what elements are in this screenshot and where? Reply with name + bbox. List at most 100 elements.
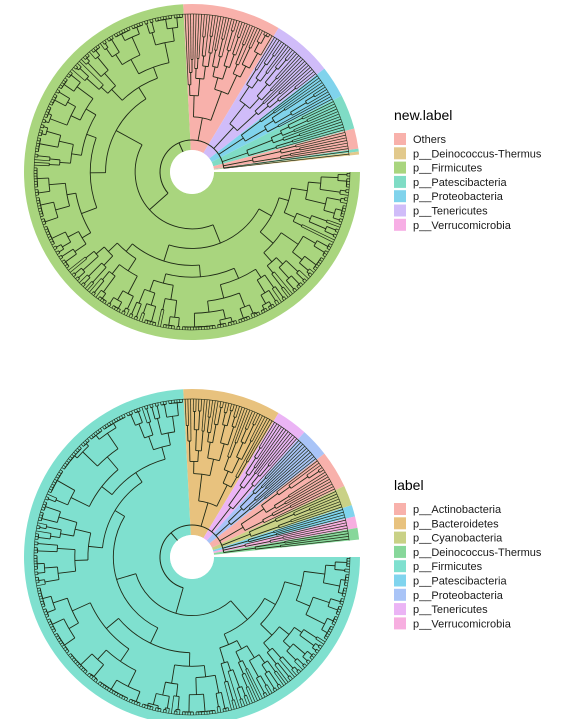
tree-arc bbox=[231, 699, 235, 701]
tree-branch bbox=[313, 245, 325, 253]
tree-tip bbox=[262, 61, 305, 103]
tree-tip bbox=[221, 18, 232, 57]
tree-branch bbox=[255, 541, 285, 548]
tree-tip bbox=[225, 323, 227, 327]
tree-arc bbox=[325, 219, 328, 223]
tree-tip bbox=[314, 266, 318, 269]
tree-tip bbox=[160, 708, 162, 712]
tree-branch bbox=[203, 694, 206, 712]
tree-arc bbox=[65, 98, 71, 107]
tree-root bbox=[178, 142, 184, 153]
tree-tip bbox=[128, 411, 131, 415]
tree-tip bbox=[71, 454, 75, 457]
tree-tip bbox=[75, 64, 78, 68]
tree-tip bbox=[256, 425, 280, 459]
tree-branch bbox=[163, 244, 170, 262]
tree-tip bbox=[329, 243, 333, 246]
tree-tip bbox=[203, 399, 208, 432]
tree-branch bbox=[266, 92, 280, 105]
tree-arc bbox=[234, 441, 238, 444]
tree-branch bbox=[285, 280, 295, 290]
tree-tip bbox=[97, 429, 101, 433]
tree-branch bbox=[86, 57, 90, 62]
tree-branch bbox=[268, 290, 276, 301]
tree-branch bbox=[227, 661, 231, 671]
tree-tip bbox=[339, 603, 343, 605]
tree-branch bbox=[296, 272, 304, 280]
tree-branch bbox=[121, 33, 126, 41]
tree-tip bbox=[196, 14, 200, 59]
legend-title: label bbox=[394, 477, 424, 493]
tree-tip bbox=[251, 416, 266, 442]
tree-tip bbox=[154, 18, 157, 22]
tree-branch bbox=[212, 424, 217, 443]
tree-branch bbox=[261, 493, 278, 506]
tree-branch bbox=[193, 95, 195, 117]
tree-branch bbox=[135, 472, 143, 483]
tree-tip bbox=[160, 309, 165, 327]
tree-arc bbox=[241, 672, 246, 676]
tree-branch bbox=[279, 87, 296, 102]
tree-branch bbox=[45, 121, 49, 124]
tree-tip bbox=[89, 674, 92, 678]
tree-arc bbox=[212, 65, 218, 68]
tree-tip bbox=[313, 268, 316, 271]
tree-branch bbox=[230, 508, 251, 525]
tree-tip bbox=[255, 431, 289, 474]
tree-branch bbox=[272, 506, 291, 517]
tree-tip bbox=[55, 635, 59, 638]
legend-label-p-firmicutes: p__Firmicutes bbox=[413, 163, 483, 175]
tree-tip bbox=[306, 661, 309, 665]
tree-branch bbox=[236, 112, 257, 131]
tree-tip bbox=[250, 29, 261, 49]
tree-branch bbox=[110, 679, 118, 690]
tree-branch bbox=[219, 284, 225, 299]
tree-branch bbox=[296, 599, 310, 607]
tree-tip bbox=[263, 488, 335, 523]
tree-tip bbox=[64, 648, 68, 652]
tree-tip bbox=[36, 199, 40, 202]
tree-tip bbox=[284, 49, 293, 60]
tree-branch bbox=[136, 303, 142, 317]
tree-tip bbox=[328, 245, 332, 248]
tree-tip bbox=[294, 71, 315, 88]
tree-tip bbox=[95, 431, 98, 435]
tree-tip bbox=[272, 41, 282, 56]
tree-tip bbox=[121, 415, 124, 419]
tree-tip bbox=[249, 415, 263, 441]
legend-label-p-proteobacteria: p__Proteobacteria bbox=[413, 191, 504, 203]
tree-tip bbox=[49, 238, 53, 241]
tree-branch bbox=[162, 682, 166, 696]
tree-tip bbox=[344, 199, 348, 202]
tree-branch bbox=[227, 426, 235, 446]
tree-branch bbox=[255, 545, 281, 550]
tree-tip bbox=[198, 399, 200, 411]
tree-branch bbox=[253, 42, 260, 52]
tree-branch bbox=[299, 634, 315, 646]
tree-tip bbox=[66, 75, 70, 78]
legend-bottom: label p__Actinobacteria p__Bacteroidetes p_… bbox=[394, 477, 542, 630]
tree-branch bbox=[151, 306, 157, 322]
tree-tip bbox=[102, 41, 105, 45]
tree-tip bbox=[270, 527, 348, 543]
tree-tip bbox=[334, 233, 338, 236]
tree-branch bbox=[148, 436, 154, 450]
tree-branch bbox=[285, 260, 299, 272]
tree-branch bbox=[241, 440, 252, 460]
tree-branch bbox=[304, 255, 317, 266]
tree-tip bbox=[309, 272, 313, 275]
tree-tip bbox=[46, 108, 50, 111]
legend-swatch-p-patescibacteria bbox=[394, 574, 406, 587]
tree-tip bbox=[256, 30, 263, 42]
tree-tip bbox=[274, 664, 289, 683]
tree-tip bbox=[43, 225, 47, 228]
tree-tip bbox=[258, 311, 261, 315]
tree-tip bbox=[247, 420, 273, 463]
tree-tip bbox=[99, 43, 106, 50]
tree-branch bbox=[55, 499, 68, 506]
tree-tip bbox=[45, 496, 49, 499]
tree-tip bbox=[254, 37, 275, 70]
tree-branch bbox=[171, 664, 176, 684]
tree-branch bbox=[94, 280, 105, 293]
tree-arc bbox=[284, 502, 287, 505]
